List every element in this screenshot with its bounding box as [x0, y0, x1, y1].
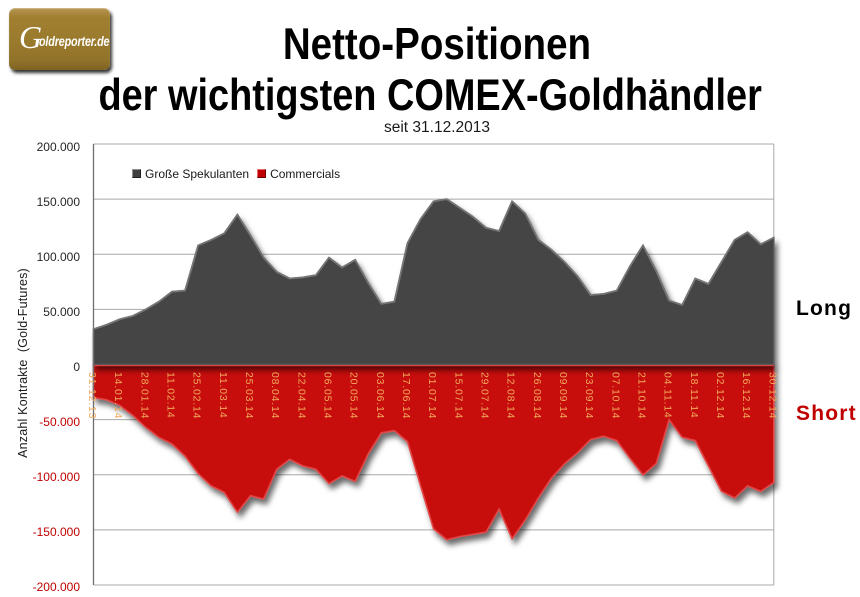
- svg-text:01.07.14: 01.07.14: [426, 372, 438, 419]
- svg-text:16.12.14: 16.12.14: [740, 372, 752, 419]
- svg-text:31.12.13: 31.12.13: [86, 372, 98, 419]
- svg-text:20.05.14: 20.05.14: [348, 372, 360, 419]
- svg-text:04.11.14: 04.11.14: [662, 372, 674, 419]
- svg-text:25.02.14: 25.02.14: [191, 372, 203, 419]
- svg-text:15.07.14: 15.07.14: [452, 372, 464, 419]
- svg-text:25.03.14: 25.03.14: [243, 372, 255, 419]
- svg-text:23.09.14: 23.09.14: [583, 372, 595, 419]
- svg-text:26.08.14: 26.08.14: [531, 372, 543, 419]
- svg-text:29.07.14: 29.07.14: [479, 372, 491, 419]
- svg-text:12.08.14: 12.08.14: [505, 372, 517, 419]
- svg-text:28.01.14: 28.01.14: [138, 372, 150, 419]
- svg-text:06.05.14: 06.05.14: [322, 372, 334, 419]
- svg-text:14.01.14: 14.01.14: [112, 372, 124, 419]
- svg-text:02.12.14: 02.12.14: [714, 372, 726, 419]
- svg-text:03.06.14: 03.06.14: [374, 372, 386, 419]
- svg-text:18.11.14: 18.11.14: [688, 372, 700, 419]
- svg-text:11.03.14: 11.03.14: [217, 372, 229, 419]
- svg-text:22.04.14: 22.04.14: [295, 372, 307, 419]
- svg-text:30.12.14: 30.12.14: [766, 372, 778, 419]
- svg-text:17.06.14: 17.06.14: [400, 372, 412, 419]
- svg-text:11.02.14: 11.02.14: [165, 372, 177, 419]
- svg-text:08.04.14: 08.04.14: [269, 372, 281, 419]
- svg-text:21.10.14: 21.10.14: [636, 372, 648, 419]
- svg-text:09.09.14: 09.09.14: [557, 372, 569, 419]
- svg-text:07.10.14: 07.10.14: [609, 372, 621, 419]
